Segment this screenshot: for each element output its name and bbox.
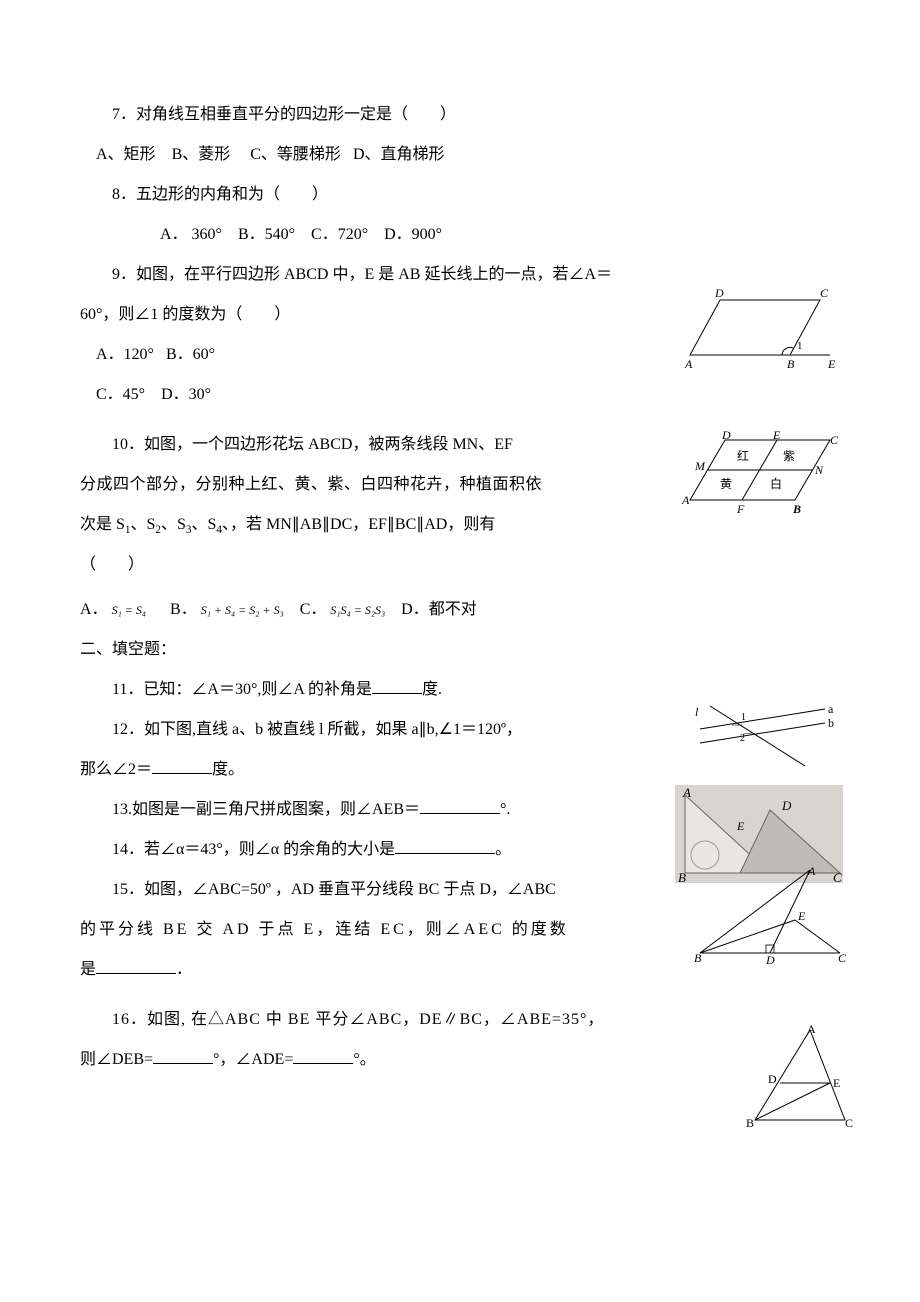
q12: 12．如下图,直线 a、b 被直线 l 所截，如果 a∥b,∠1＝120º， 那…: [80, 710, 840, 790]
q7-optC: C、等腰梯形: [250, 146, 341, 163]
q12-figure: l a b 1 2: [690, 701, 840, 787]
q12-line1: 12．如下图,直线 a、b 被直线 l 所截，如果 a∥b,∠1＝120º，: [80, 710, 640, 750]
q8-text: 8．五边形的内角和为（ ）: [80, 175, 840, 215]
q9-figure: A B E D C 1: [670, 285, 850, 391]
q13: 13.如图是一副三角尺拼成图案，则∠AEB＝°. 14．若∠α＝43°，则∠α …: [80, 790, 840, 870]
svg-text:白: 白: [770, 476, 782, 491]
svg-text:E: E: [827, 357, 836, 371]
q10-line4: （ ）: [80, 545, 840, 585]
q8-optB: B．540°: [238, 226, 295, 243]
q14: 14．若∠α＝43°，则∠α 的余角的大小是。: [80, 830, 640, 870]
svg-text:A: A: [807, 1022, 816, 1036]
svg-text:b: b: [828, 716, 834, 730]
q10: 10．如图，一个四边形花坛 ABCD，被两条线段 MN、EF 分成四个部分，分别…: [80, 425, 840, 630]
q10-options: A． S₁ = S₄ B． S₁ + S₄ = S₂ + S₃ C． S₁S₄ …: [80, 590, 840, 630]
q8-optA: A． 360°: [160, 226, 222, 243]
q10-line1: 10．如图，一个四边形花坛 ABCD，被两条线段 MN、EF: [80, 425, 640, 465]
q7-options: A、矩形 B、菱形 C、等腰梯形 D、直角梯形: [80, 135, 840, 175]
svg-text:E: E: [736, 819, 745, 833]
q16-figure: A D E B C: [740, 1025, 860, 1151]
q10-line2: 分成四个部分，分别种上红、黄、紫、白四种花卉，种植面积依: [80, 465, 640, 505]
svg-text:B: B: [746, 1116, 754, 1130]
svg-text:B: B: [787, 357, 795, 371]
q9-optB: B．60°: [166, 346, 215, 363]
svg-text:D: D: [781, 798, 792, 813]
q10-optB: B．: [170, 601, 197, 618]
svg-text:D: D: [765, 953, 775, 967]
q7-optA: A、矩形: [96, 146, 156, 163]
svg-text:F: F: [736, 502, 745, 516]
svg-text:l: l: [695, 705, 699, 719]
q8-options: A． 360° B．540° C．720° D．900°: [80, 215, 840, 255]
svg-text:B: B: [694, 951, 702, 965]
q15-figure: A E B D C: [690, 865, 850, 981]
q10-optC: C．: [300, 601, 327, 618]
svg-text:1: 1: [797, 340, 803, 352]
q16: 16．如图, 在△ABC 中 BE 平分∠ABC，DE∥BC，∠ABE=35°，…: [80, 1000, 840, 1080]
svg-text:C: C: [838, 951, 847, 965]
q7-text: 7．对角线互相垂直平分的四边形一定是（ ）: [80, 95, 840, 135]
q9-optC: C．45°: [96, 386, 145, 403]
q10-figure: D E C M N A F B 红 紫 黄 白: [665, 430, 855, 536]
q8-optC: C．720°: [311, 226, 368, 243]
svg-text:A: A: [807, 864, 816, 878]
svg-text:a: a: [828, 702, 834, 716]
q7: 7．对角线互相垂直平分的四边形一定是（ ） A、矩形 B、菱形 C、等腰梯形 D…: [80, 95, 840, 175]
q10-line3: 次是 S1、S2、S3、S4、，若 MN∥AB∥DC，EF∥BC∥AD，则有: [80, 505, 640, 545]
q9-optD: D．30°: [161, 386, 211, 403]
page-content: 7．对角线互相垂直平分的四边形一定是（ ） A、矩形 B、菱形 C、等腰梯形 D…: [0, 0, 920, 1140]
svg-text:M: M: [694, 459, 706, 473]
svg-text:A: A: [681, 493, 690, 507]
svg-text:A: A: [684, 357, 693, 371]
q15: 15．如图，∠ABC=50º ，AD 垂直平分线段 BC 于点 D，∠ABC 的…: [80, 870, 840, 990]
svg-text:E: E: [772, 428, 781, 442]
q16-line2: 则∠DEB=°，∠ADE=°。: [80, 1040, 840, 1080]
svg-text:C: C: [830, 433, 839, 447]
q15-line1: 15．如图，∠ABC=50º ，AD 垂直平分线段 BC 于点 D，∠ABC: [80, 870, 640, 910]
svg-text:2: 2: [740, 733, 745, 744]
q7-optB: B、菱形: [172, 146, 231, 163]
q13-text: 13.如图是一副三角尺拼成图案，则∠AEB＝°.: [80, 790, 640, 830]
svg-text:C: C: [845, 1116, 853, 1130]
svg-text:紫: 紫: [783, 449, 795, 463]
svg-text:E: E: [833, 1076, 840, 1090]
q10-optA: A．: [80, 601, 108, 618]
q15-line2: 的平分线 BE 交 AD 于点 E，连结 EC，则∠AEC 的度数: [80, 910, 640, 950]
q10-optD: D．都不对: [401, 601, 477, 618]
q9-optA: A．120°: [96, 346, 154, 363]
svg-text:N: N: [814, 463, 824, 477]
svg-text:红: 红: [737, 448, 749, 463]
svg-text:1: 1: [741, 712, 746, 723]
q8: 8．五边形的内角和为（ ） A． 360° B．540° C．720° D．90…: [80, 175, 840, 255]
q7-optD: D、直角梯形: [353, 146, 445, 163]
svg-text:D: D: [768, 1072, 777, 1086]
svg-text:A: A: [682, 785, 691, 800]
svg-text:D: D: [721, 428, 731, 442]
svg-text:黄: 黄: [720, 477, 732, 491]
svg-text:E: E: [797, 909, 806, 923]
q8-optD: D．900°: [384, 226, 442, 243]
svg-text:B: B: [792, 502, 801, 516]
q9: 9．如图，在平行四边形 ABCD 中，E 是 AB 延长线上的一点，若∠A＝ 6…: [80, 255, 840, 415]
svg-text:C: C: [820, 286, 829, 300]
q16-line1: 16．如图, 在△ABC 中 BE 平分∠ABC，DE∥BC，∠ABE=35°，: [80, 1000, 720, 1040]
svg-text:D: D: [714, 286, 724, 300]
section2-title: 二、填空题：: [80, 630, 840, 670]
